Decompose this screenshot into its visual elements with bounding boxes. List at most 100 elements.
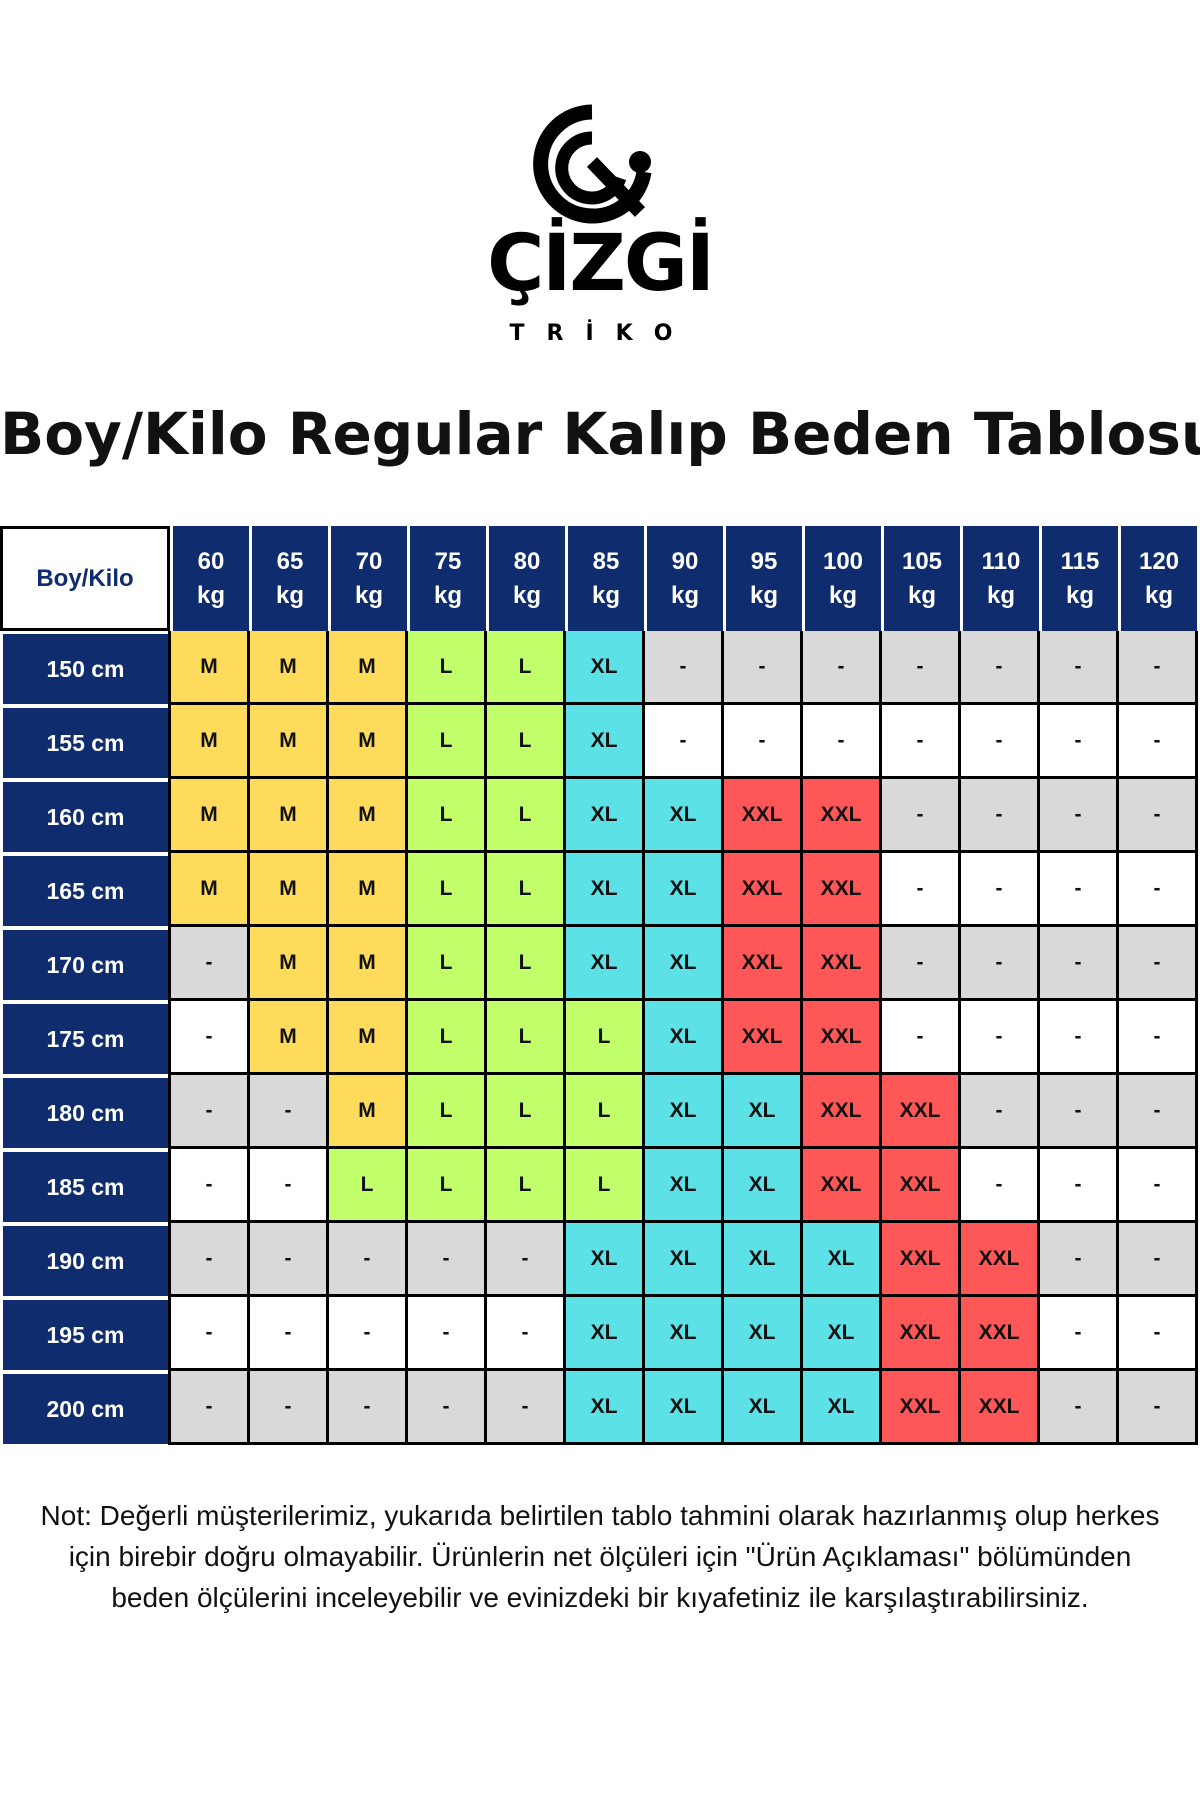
weight-value: 90 xyxy=(671,547,699,575)
size-cell: XXL xyxy=(724,853,803,924)
weight-value: 80 xyxy=(513,547,541,575)
size-cell: XXL xyxy=(803,1001,882,1072)
disclaimer-note: Not: Değerli müşterilerimiz, yukarıda be… xyxy=(40,1500,1160,1613)
table-row: 180 cm - - M L L L XL XL XXL XXL - - - xyxy=(0,1075,1198,1149)
size-cell: XL xyxy=(645,1075,724,1146)
size-cell: - xyxy=(961,927,1040,998)
weight-unit: kg xyxy=(512,581,541,609)
size-cell: L xyxy=(566,1149,645,1220)
weight-value: 85 xyxy=(592,547,620,575)
size-cell: - xyxy=(329,1297,408,1368)
height-label: 200 cm xyxy=(3,1374,168,1444)
size-cell: XXL xyxy=(961,1223,1040,1294)
height-label: 195 cm xyxy=(3,1300,168,1370)
size-cell: M xyxy=(250,1001,329,1072)
size-cell: M xyxy=(250,631,329,702)
size-cell: XL xyxy=(803,1223,882,1294)
size-cell: - xyxy=(250,1223,329,1294)
size-cell: - xyxy=(882,1001,961,1072)
height-label: 175 cm xyxy=(3,1004,168,1074)
size-cell: - xyxy=(1040,1371,1119,1442)
size-cell: M xyxy=(329,853,408,924)
size-cell: XXL xyxy=(724,1001,803,1072)
size-cell: - xyxy=(1119,1371,1198,1442)
size-cell: M xyxy=(250,705,329,776)
size-cell: L xyxy=(487,779,566,850)
weight-unit: kg xyxy=(1144,581,1173,609)
size-cell: XXL xyxy=(724,779,803,850)
size-cell: - xyxy=(250,1297,329,1368)
size-cell: - xyxy=(329,1223,408,1294)
weight-unit: kg xyxy=(591,581,620,609)
table-row: 200 cm - - - - - XL XL XL XL XXL XXL - - xyxy=(0,1371,1198,1445)
size-cell: XL xyxy=(645,927,724,998)
size-cell: M xyxy=(329,631,408,702)
size-cell: - xyxy=(1040,779,1119,850)
size-cell: - xyxy=(803,631,882,702)
size-cell: - xyxy=(645,705,724,776)
size-cell: L xyxy=(487,927,566,998)
size-cell: XXL xyxy=(803,1149,882,1220)
height-label: 170 cm xyxy=(3,930,168,1000)
weight-value: 75 xyxy=(434,547,462,575)
size-cell: - xyxy=(171,1075,250,1146)
size-cell: - xyxy=(1040,631,1119,702)
size-cell: M xyxy=(329,1075,408,1146)
size-cell: XL xyxy=(566,927,645,998)
size-cell: XXL xyxy=(961,1297,1040,1368)
size-cell: XXL xyxy=(803,853,882,924)
size-cell: XL xyxy=(566,853,645,924)
size-cell: - xyxy=(1040,1075,1119,1146)
size-cell: - xyxy=(961,779,1040,850)
size-cell: XXL xyxy=(882,1223,961,1294)
size-cell: XL xyxy=(645,1223,724,1294)
size-cell: L xyxy=(487,1075,566,1146)
size-cell: - xyxy=(1040,1149,1119,1220)
column-header: 90 kg xyxy=(647,526,723,631)
weight-value: 120 xyxy=(1138,547,1180,575)
weight-value: 115 xyxy=(1060,547,1100,575)
size-cell: - xyxy=(1040,1223,1119,1294)
size-cell: - xyxy=(961,1149,1040,1220)
size-cell: L xyxy=(408,705,487,776)
brand-logo: ÇİZGİ TRİKO xyxy=(480,100,720,350)
size-cell: - xyxy=(487,1297,566,1368)
size-cell: - xyxy=(961,705,1040,776)
size-cell: L xyxy=(487,631,566,702)
size-cell: XXL xyxy=(803,779,882,850)
size-cell: - xyxy=(882,927,961,998)
height-label: 160 cm xyxy=(3,782,168,852)
size-cell: - xyxy=(1119,1001,1198,1072)
size-cell: XL xyxy=(566,705,645,776)
size-cell: L xyxy=(566,1075,645,1146)
size-chart-table: Boy/Kilo 60 kg 65 kg 70 kg 75 kg 80 kg 85 kg 90 kg 95 k… xyxy=(0,526,1198,1445)
size-cell: M xyxy=(250,853,329,924)
size-cell: XL xyxy=(724,1371,803,1442)
size-cell: - xyxy=(1119,1075,1198,1146)
size-cell: XL xyxy=(803,1297,882,1368)
weight-unit: kg xyxy=(907,581,936,609)
size-cell: - xyxy=(250,1371,329,1442)
svg-text:TRİKO: TRİKO xyxy=(510,320,695,346)
height-label: 180 cm xyxy=(3,1078,168,1148)
size-cell: M xyxy=(329,705,408,776)
size-cell: - xyxy=(408,1297,487,1368)
svg-text:ÇİZGİ: ÇİZGİ xyxy=(487,217,713,309)
size-cell: - xyxy=(961,1001,1040,1072)
table-row: 160 cm M M M L L XL XL XXL XXL - - - - xyxy=(0,779,1198,853)
size-cell: - xyxy=(1119,853,1198,924)
table-row: 175 cm - M M L L L XL XXL XXL - - - - xyxy=(0,1001,1198,1075)
size-cell: XXL xyxy=(882,1075,961,1146)
size-cell: XL xyxy=(645,779,724,850)
table-row: 150 cm M M M L L XL - - - - - - - xyxy=(0,631,1198,705)
size-cell: - xyxy=(1040,927,1119,998)
size-cell: L xyxy=(408,853,487,924)
size-cell: - xyxy=(408,1371,487,1442)
column-header: 115 kg xyxy=(1042,526,1118,631)
size-cell: - xyxy=(329,1371,408,1442)
table-row: 165 cm M M M L L XL XL XXL XXL - - - - xyxy=(0,853,1198,927)
size-cell: L xyxy=(408,927,487,998)
corner-header: Boy/Kilo xyxy=(0,526,170,631)
column-header: 110 kg xyxy=(963,526,1039,631)
size-cell: M xyxy=(171,779,250,850)
